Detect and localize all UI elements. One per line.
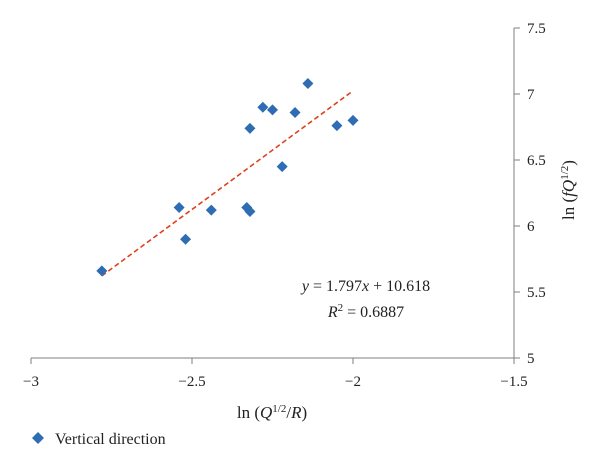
data-point [244,122,256,134]
data-point [302,77,314,89]
data-point [257,101,269,113]
data-points [96,77,359,277]
y-tick-label: 6 [527,219,535,235]
y-tick-label: 7.5 [527,21,546,37]
legend: Vertical direction [32,431,166,448]
trendline-group [101,90,354,277]
x-tick-label: −1.5 [500,374,527,390]
data-point [205,204,217,216]
axes [31,28,515,359]
y-tick-label: 7 [527,87,535,103]
data-point [173,202,185,214]
x-tick-label: −3 [23,374,39,390]
data-point [180,233,192,245]
legend-label: Vertical direction [55,431,166,448]
x-tick-label: −2.5 [178,374,205,390]
y-tick-label: 5.5 [527,285,546,301]
data-point [289,106,301,118]
data-point [267,104,278,116]
data-point [276,161,288,173]
legend-marker-diamond [32,432,44,444]
x-axis-title: ln (Q1/2/R) [237,403,307,422]
x-tick-label: −2 [345,374,361,390]
regression-equation: y = 1.797x + 10.618 [300,278,430,295]
y-tick-label: 5 [527,351,535,367]
y-ticks: 5 5.5 6 6.5 7 7.5 [514,21,546,367]
data-point [347,114,359,126]
data-point [244,205,256,217]
y-tick-label: 6.5 [527,153,546,169]
x-ticks: −3 −2.5 −2 −1.5 [23,358,528,390]
data-point [96,265,108,277]
y-axis-title: ln (fQ1/2) [559,160,578,220]
data-point [331,120,343,132]
trendline [101,90,354,277]
r-squared-label: R2 = 0.6887 [327,302,404,321]
